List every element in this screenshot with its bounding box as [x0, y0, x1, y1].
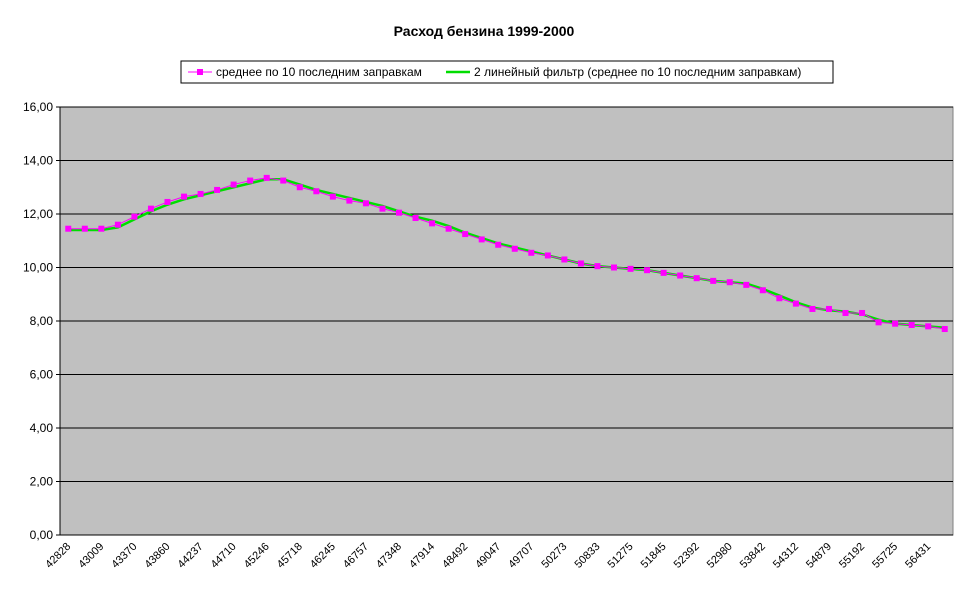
- x-tick-label: 54879: [804, 541, 834, 571]
- marker: [561, 256, 568, 263]
- marker: [859, 309, 866, 316]
- marker: [660, 269, 667, 276]
- marker: [809, 305, 816, 312]
- marker: [627, 265, 634, 272]
- y-tick-label: 14,00: [23, 154, 53, 168]
- marker: [776, 295, 783, 302]
- marker: [147, 205, 154, 212]
- marker: [528, 249, 535, 256]
- x-tick-label: 45718: [275, 541, 305, 571]
- x-tick-label: 55725: [870, 541, 900, 571]
- x-tick-label: 54312: [771, 541, 801, 571]
- marker: [825, 305, 832, 312]
- x-tick-label: 50273: [539, 541, 569, 571]
- legend-label: среднее по 10 последним заправкам: [216, 65, 422, 79]
- marker: [445, 225, 452, 232]
- marker: [925, 323, 932, 330]
- x-tick-label: 42828: [43, 541, 73, 571]
- marker: [429, 220, 436, 227]
- marker: [594, 263, 601, 270]
- x-tick-label: 49707: [506, 541, 536, 571]
- marker: [892, 320, 899, 327]
- x-tick-label: 50833: [572, 541, 602, 571]
- y-tick-label: 8,00: [30, 314, 54, 328]
- marker: [313, 188, 320, 195]
- x-tick-label: 44710: [209, 541, 239, 571]
- marker: [296, 184, 303, 191]
- marker: [710, 277, 717, 284]
- x-tick-label: 47348: [374, 541, 404, 571]
- marker: [114, 221, 121, 228]
- marker: [346, 197, 353, 204]
- x-tick-label: 51275: [606, 541, 636, 571]
- marker: [759, 287, 766, 294]
- x-tick-label: 52392: [672, 541, 702, 571]
- x-tick-label: 48492: [440, 541, 470, 571]
- marker: [577, 260, 584, 267]
- marker: [263, 174, 270, 181]
- y-tick-label: 4,00: [30, 421, 54, 435]
- y-tick-label: 10,00: [23, 261, 53, 275]
- chart-title: Расход бензина 1999-2000: [394, 23, 575, 39]
- marker: [693, 275, 700, 282]
- x-tick-label: 46245: [308, 541, 338, 571]
- marker: [941, 326, 948, 333]
- marker: [743, 281, 750, 288]
- marker: [81, 225, 88, 232]
- x-tick-label: 44237: [176, 541, 206, 571]
- marker: [379, 205, 386, 212]
- marker: [65, 225, 72, 232]
- marker: [181, 193, 188, 200]
- marker: [677, 272, 684, 279]
- legend-marker: [197, 69, 203, 75]
- marker: [329, 193, 336, 200]
- marker: [842, 309, 849, 316]
- x-tick-label: 55192: [837, 541, 867, 571]
- y-tick-label: 2,00: [30, 475, 54, 489]
- x-tick-label: 49047: [473, 541, 503, 571]
- marker: [875, 319, 882, 326]
- marker: [462, 231, 469, 238]
- marker: [98, 225, 105, 232]
- marker: [908, 322, 915, 329]
- marker: [247, 177, 254, 184]
- marker: [495, 241, 502, 248]
- x-tick-label: 56431: [903, 541, 933, 571]
- marker: [362, 200, 369, 207]
- marker: [644, 267, 651, 274]
- x-tick-label: 52980: [705, 541, 735, 571]
- x-tick-label: 45246: [242, 541, 272, 571]
- legend-box: [180, 60, 834, 84]
- marker: [164, 198, 171, 205]
- marker: [197, 190, 204, 197]
- marker: [544, 252, 551, 259]
- y-tick-label: 6,00: [30, 368, 54, 382]
- marker: [214, 186, 221, 193]
- marker: [396, 209, 403, 216]
- marker: [478, 236, 485, 243]
- x-tick-label: 46757: [341, 541, 371, 571]
- x-tick-label: 43860: [142, 541, 172, 571]
- y-tick-label: 16,00: [23, 100, 53, 114]
- marker: [131, 213, 138, 220]
- marker: [610, 264, 617, 271]
- marker: [230, 181, 237, 188]
- x-tick-label: 43370: [109, 541, 139, 571]
- x-tick-label: 47914: [407, 541, 437, 571]
- x-tick-label: 53842: [738, 541, 768, 571]
- x-tick-label: 51845: [639, 541, 669, 571]
- y-tick-label: 12,00: [23, 207, 53, 221]
- marker: [412, 215, 419, 222]
- marker: [511, 245, 518, 252]
- marker: [792, 300, 799, 307]
- x-tick-label: 43009: [76, 541, 106, 571]
- marker: [280, 177, 287, 184]
- legend-label: 2 линейный фильтр (среднее по 10 последн…: [474, 65, 801, 79]
- y-tick-label: 0,00: [30, 528, 54, 542]
- marker: [726, 279, 733, 286]
